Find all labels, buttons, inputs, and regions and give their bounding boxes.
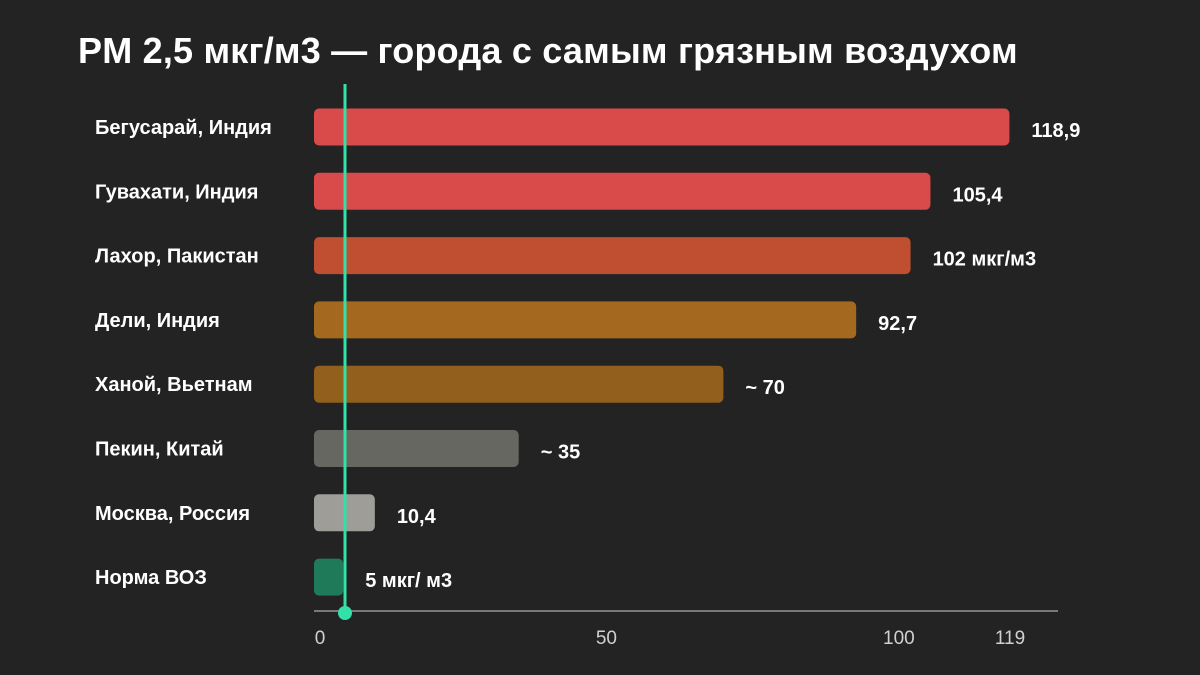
x-ticks-layer: 0 50 100 119 xyxy=(315,628,1025,649)
reference-line-layer xyxy=(338,84,352,620)
category-label: Пекин, Китай xyxy=(95,439,224,461)
category-label: Дели, Индия xyxy=(95,310,220,332)
bar xyxy=(314,558,344,596)
bar xyxy=(314,172,931,210)
x-tick-label: 100 xyxy=(883,628,915,649)
value-label: 105,4 xyxy=(952,184,1003,206)
bars-layer xyxy=(314,108,1010,596)
value-label: 10,4 xyxy=(397,506,437,528)
category-label: Норма ВОЗ xyxy=(95,567,207,589)
category-label: Москва, Россия xyxy=(95,503,250,525)
bar xyxy=(314,365,724,403)
value-label: ~ 70 xyxy=(745,377,784,399)
value-label: 92,7 xyxy=(878,313,917,335)
value-label: 5 мкг/ м3 xyxy=(365,570,452,592)
category-label: Лахор, Пакистан xyxy=(95,246,259,268)
value-label: ~ 35 xyxy=(541,442,580,464)
x-tick-label: 0 xyxy=(315,628,326,649)
x-tick-label: 50 xyxy=(596,628,617,649)
chart-title: PM 2,5 мкг/м3 — города с самым грязным в… xyxy=(78,30,1018,71)
bar xyxy=(314,301,857,339)
category-label: Гувахати, Индия xyxy=(95,181,258,203)
value-label: 118,9 xyxy=(1031,120,1080,142)
labels-layer: Бегусарай, Индия 118,9 Гувахати, Индия 105,… xyxy=(95,117,1080,592)
bar xyxy=(314,108,1010,146)
category-label: Ханой, Вьетнам xyxy=(95,374,253,396)
bar xyxy=(314,237,911,275)
value-label: 102 мкг/м3 xyxy=(933,249,1037,271)
bar xyxy=(314,430,519,467)
category-label: Бегусарай, Индия xyxy=(95,117,272,139)
reference-line-marker xyxy=(338,606,352,620)
x-tick-label: 119 xyxy=(995,628,1025,649)
